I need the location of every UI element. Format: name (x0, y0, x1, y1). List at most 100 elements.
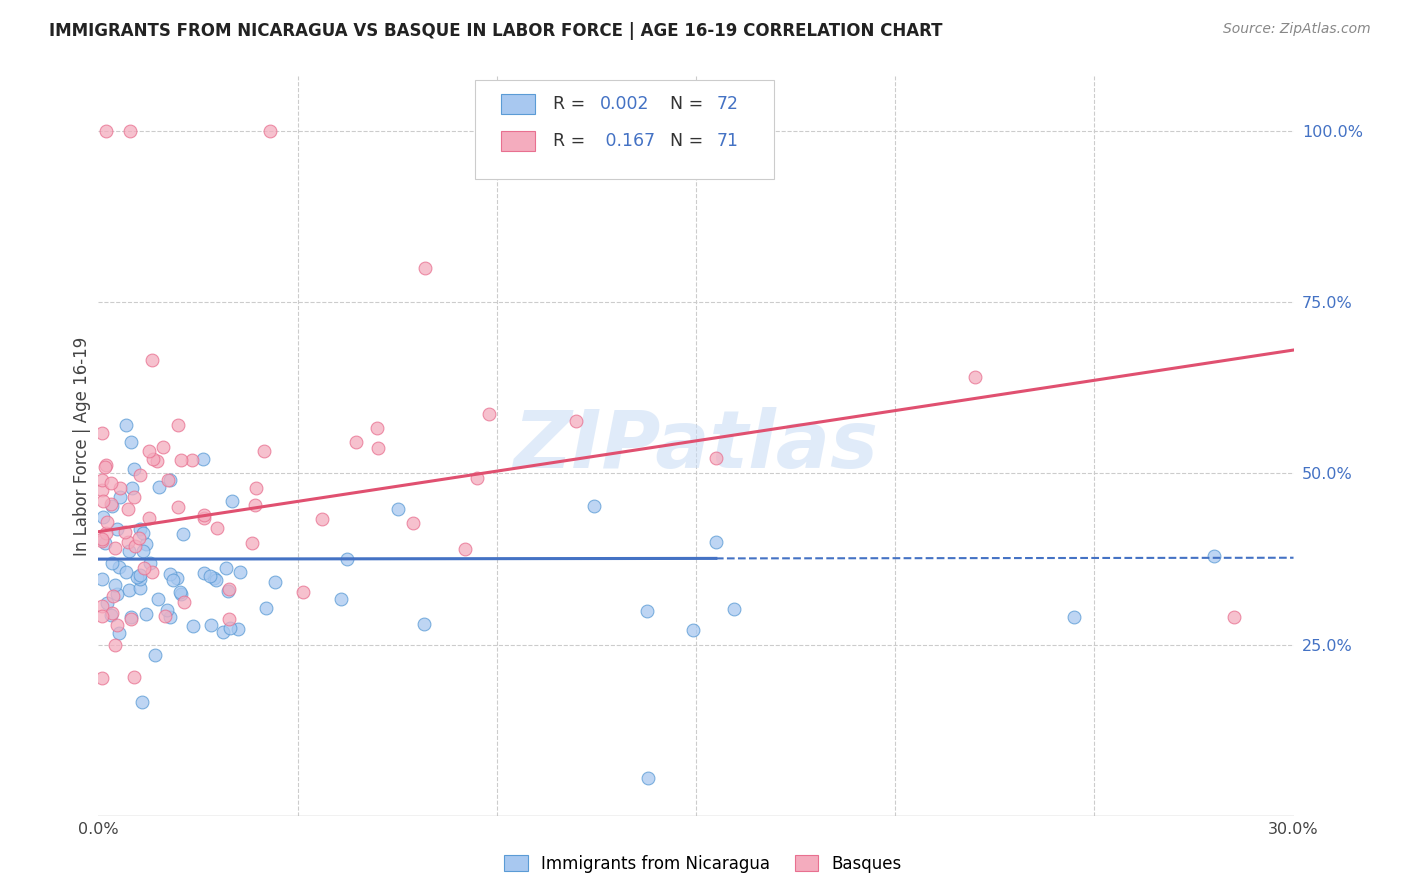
Point (465, 471, 488, 485)
Text: R =: R = (553, 132, 591, 150)
Point (101, 499, 124, 513)
Point (148, 591, 170, 606)
Point (135, 607, 157, 621)
Point (205, 521, 228, 535)
Text: 0.167: 0.167 (600, 132, 655, 150)
Point (91, 572, 114, 586)
Point (336, 551, 359, 566)
Point (704, 535, 727, 549)
Point (128, 531, 150, 545)
Point (100, 497, 122, 511)
Point (125, 569, 148, 583)
Point (118, 582, 141, 597)
Point (478, 407, 501, 421)
Point (963, 370, 986, 384)
Point (143, 648, 166, 663)
Point (91, 533, 114, 548)
Point (218, 582, 240, 596)
Point (91, 609, 114, 624)
Point (1063, 610, 1085, 624)
Point (200, 618, 222, 632)
Point (153, 608, 176, 623)
Point (166, 571, 188, 585)
Point (682, 623, 704, 637)
Point (120, 612, 142, 626)
Text: 0.002: 0.002 (600, 95, 650, 113)
FancyBboxPatch shape (501, 130, 534, 152)
Point (162, 573, 184, 587)
Point (412, 617, 434, 632)
Point (221, 494, 243, 508)
Point (115, 418, 138, 433)
Point (122, 490, 145, 504)
Point (94, 459, 117, 474)
Point (311, 511, 333, 525)
Point (122, 669, 145, 683)
Point (131, 695, 153, 709)
Point (100, 607, 122, 622)
Point (96, 123, 118, 137)
Point (193, 508, 215, 522)
Point (128, 522, 150, 536)
Point (135, 537, 157, 551)
Point (120, 123, 142, 137)
Point (104, 638, 127, 652)
Point (91, 599, 114, 613)
Point (253, 444, 276, 458)
Y-axis label: In Labor Force | Age 16-19: In Labor Force | Age 16-19 (73, 336, 91, 556)
Point (132, 525, 155, 540)
Point (91, 493, 114, 508)
Point (229, 565, 252, 579)
Point (204, 571, 226, 585)
Point (91, 671, 114, 685)
Point (215, 560, 238, 574)
Point (96, 596, 118, 610)
Point (367, 441, 389, 455)
Point (115, 565, 138, 579)
Point (96, 515, 118, 529)
Text: IMMIGRANTS FROM NICARAGUA VS BASQUE IN LABOR FORCE | AGE 16-19 CORRELATION CHART: IMMIGRANTS FROM NICARAGUA VS BASQUE IN L… (49, 22, 942, 40)
Point (402, 516, 425, 530)
Point (193, 510, 215, 524)
Point (565, 414, 588, 428)
Point (704, 450, 727, 465)
Point (191, 452, 214, 467)
Point (101, 607, 124, 621)
Point (118, 544, 141, 558)
Point (159, 567, 181, 582)
Point (413, 260, 436, 275)
FancyBboxPatch shape (475, 79, 773, 179)
Point (1223, 610, 1246, 624)
Text: ZIPatlas: ZIPatlas (513, 407, 879, 485)
Point (91, 532, 114, 546)
Point (156, 603, 179, 617)
Point (139, 557, 162, 571)
Point (91, 473, 114, 487)
Point (134, 561, 156, 575)
Point (169, 584, 191, 599)
Point (259, 123, 281, 137)
Point (387, 502, 409, 516)
Point (108, 490, 131, 504)
Point (166, 500, 188, 514)
Point (91, 483, 114, 497)
Point (292, 585, 315, 599)
Point (245, 482, 267, 496)
Point (723, 602, 745, 616)
Point (453, 541, 475, 556)
Point (94, 525, 117, 540)
FancyBboxPatch shape (501, 94, 534, 114)
Point (128, 467, 150, 482)
Point (91, 426, 114, 441)
Point (129, 572, 152, 586)
Point (105, 618, 128, 632)
Point (637, 772, 659, 786)
Point (110, 481, 132, 495)
Point (141, 352, 163, 367)
Point (91, 510, 114, 524)
Text: Source: ZipAtlas.com: Source: ZipAtlas.com (1223, 22, 1371, 37)
Point (138, 444, 160, 458)
Point (117, 534, 139, 549)
Point (104, 578, 127, 592)
Point (142, 452, 165, 467)
